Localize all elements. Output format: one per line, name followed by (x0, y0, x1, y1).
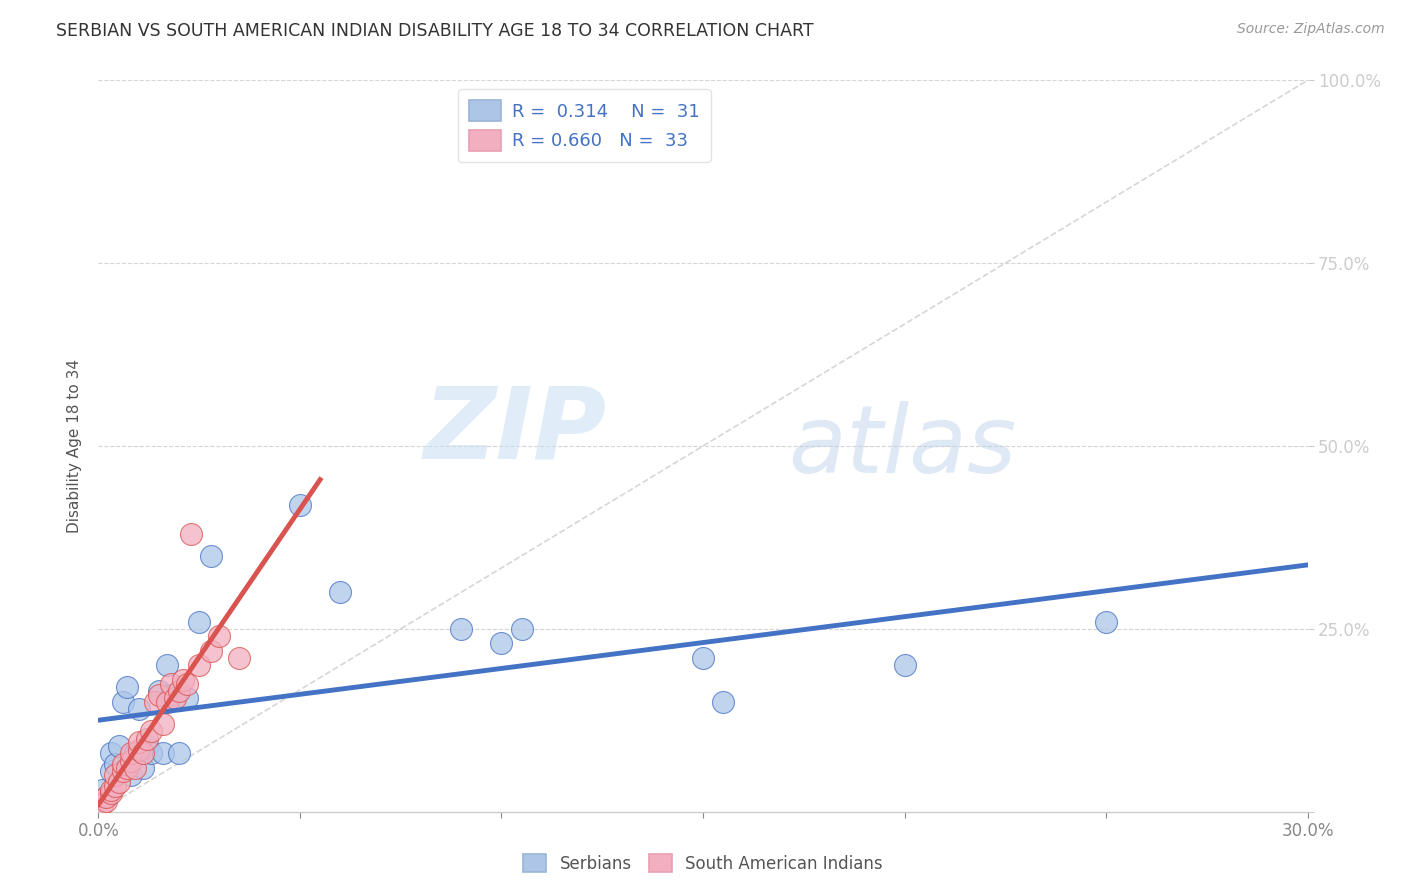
Point (176, 676, 198, 690)
Point (148, 688, 170, 702)
Point (148, 684, 170, 698)
Point (208, 629, 231, 643)
Point (135, 739, 157, 753)
Point (711, 695, 734, 709)
Point (692, 651, 714, 665)
Point (188, 615, 211, 629)
Point (100, 746, 122, 760)
Point (132, 746, 155, 760)
Point (120, 768, 142, 782)
Point (156, 695, 179, 709)
Point (115, 761, 138, 775)
Point (132, 761, 155, 775)
Point (111, 695, 134, 709)
Point (143, 695, 166, 709)
Point (103, 757, 125, 772)
Point (167, 746, 190, 760)
Point (107, 775, 129, 789)
Text: Source: ZipAtlas.com: Source: ZipAtlas.com (1237, 22, 1385, 37)
Point (107, 739, 129, 753)
Point (120, 746, 142, 760)
Point (200, 549, 222, 563)
Point (228, 651, 250, 665)
Point (139, 724, 162, 739)
Text: SERBIAN VS SOUTH AMERICAN INDIAN DISABILITY AGE 18 TO 34 CORRELATION CHART: SERBIAN VS SOUTH AMERICAN INDIAN DISABIL… (56, 22, 814, 40)
Text: atlas: atlas (787, 401, 1017, 491)
Y-axis label: Disability Age 18 to 34: Disability Age 18 to 34 (67, 359, 83, 533)
Point (103, 768, 125, 782)
Point (510, 622, 533, 636)
Legend: R =  0.314    N =  31, R = 0.660   N =  33: R = 0.314 N = 31, R = 0.660 N = 33 (458, 89, 711, 161)
Point (152, 717, 174, 731)
Point (96, 794, 118, 808)
Point (1095, 615, 1118, 629)
Point (188, 658, 211, 673)
Point (100, 787, 122, 801)
Point (329, 585, 352, 599)
Text: ZIP: ZIP (423, 383, 606, 480)
Point (163, 691, 186, 706)
Point (128, 735, 150, 749)
Point (893, 658, 915, 673)
Point (120, 754, 142, 768)
Point (128, 702, 150, 716)
Point (128, 742, 150, 756)
Point (103, 779, 125, 793)
Point (450, 622, 472, 636)
Point (100, 764, 122, 779)
Point (111, 757, 134, 772)
Point (200, 644, 222, 658)
Point (96, 790, 118, 805)
Point (139, 746, 162, 760)
Point (115, 681, 138, 695)
Point (491, 636, 513, 650)
Point (152, 746, 174, 760)
Point (167, 684, 190, 698)
Point (91, 782, 114, 797)
Point (172, 673, 194, 687)
Point (176, 691, 198, 706)
Point (156, 658, 179, 673)
Point (91, 797, 114, 812)
Point (111, 764, 134, 779)
Point (160, 688, 183, 702)
Point (96, 790, 118, 805)
Point (124, 761, 146, 775)
Point (180, 526, 202, 541)
Point (135, 731, 157, 746)
Point (100, 782, 122, 797)
Point (160, 676, 183, 690)
Point (288, 498, 311, 512)
Point (124, 746, 146, 760)
Legend: Serbians, South American Indians: Serbians, South American Indians (516, 847, 890, 880)
